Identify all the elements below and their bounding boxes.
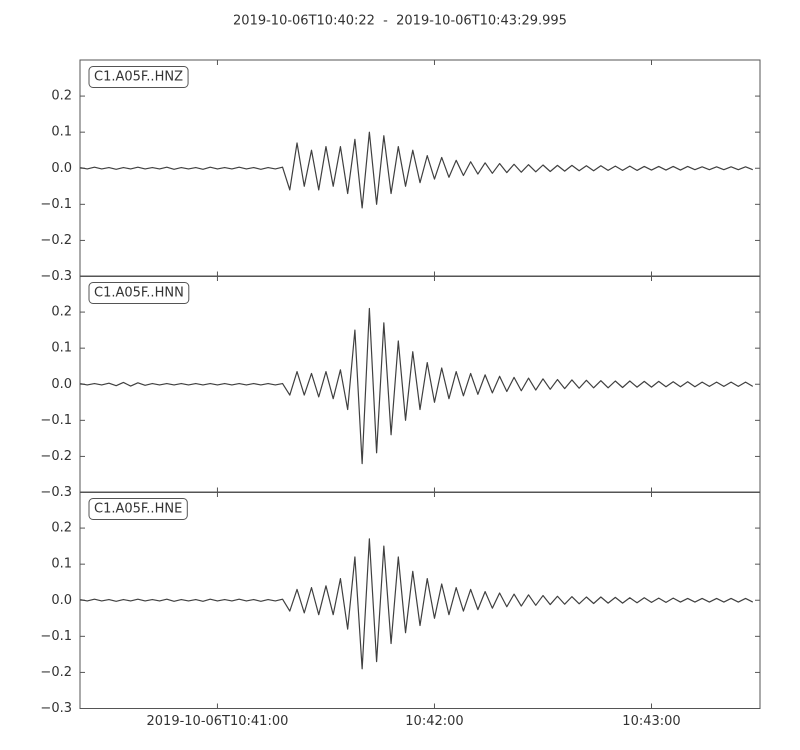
trace-label-box (88, 498, 188, 520)
trace-label: C1.A05F..HNZ (94, 70, 183, 85)
y-tick-label: 0.1 (51, 557, 72, 572)
y-tick-label: −0.3 (40, 485, 72, 500)
x-tick-label: 2019-10-06T10:41:00 (147, 714, 289, 729)
trace-label: C1.A05F..HNE (94, 502, 182, 517)
y-tick-label: 0.1 (51, 341, 72, 356)
y-tick-label: 0.2 (51, 305, 72, 320)
x-tick-label: 10:43:00 (622, 714, 680, 729)
trace-label-box (88, 66, 189, 88)
waveform (79, 131, 754, 209)
waveform (79, 307, 754, 465)
y-tick-label: 0.1 (51, 125, 72, 140)
trace-label: C1.A05F..HNN (94, 286, 184, 301)
y-tick-label: −0.2 (40, 665, 72, 680)
y-tick-label: 0.0 (51, 161, 72, 176)
y-tick-label: −0.2 (40, 449, 72, 464)
y-tick-label: 0.2 (51, 89, 72, 104)
waveform (79, 538, 754, 670)
y-tick-label: 0.0 (51, 377, 72, 392)
y-tick-label: −0.3 (40, 269, 72, 284)
y-tick-label: −0.1 (40, 629, 72, 644)
x-tick-label: 10:42:00 (405, 714, 463, 729)
trace-label-box (88, 282, 190, 304)
axes-frame (79, 491, 761, 709)
y-tick-label: 0.0 (51, 593, 72, 608)
y-tick-label: −0.2 (40, 233, 72, 248)
y-tick-label: 0.2 (51, 521, 72, 536)
y-tick-label: −0.1 (40, 197, 72, 212)
y-tick-label: −0.1 (40, 413, 72, 428)
y-tick-label: −0.3 (40, 701, 72, 716)
chart-title: 2019-10-06T10:40:22 - 2019-10-06T10:43:2… (233, 14, 567, 29)
